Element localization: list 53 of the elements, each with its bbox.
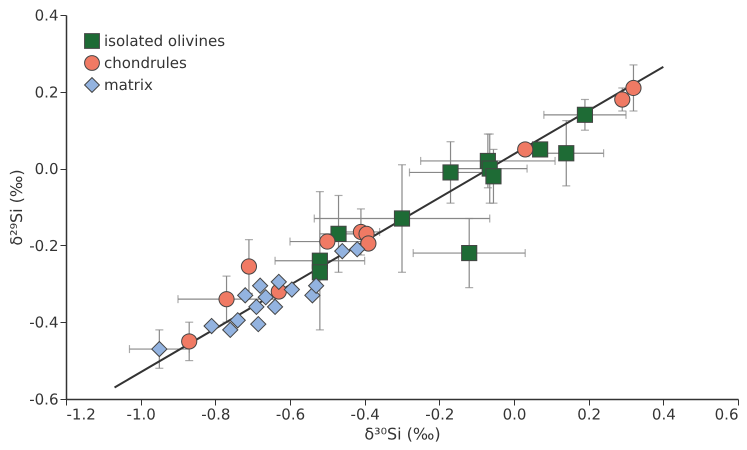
- point: [442, 164, 459, 181]
- point: [222, 322, 238, 338]
- y-tick-label: -0.2: [29, 236, 58, 255]
- point: [151, 340, 168, 358]
- x-tick-label: -0.4: [350, 406, 380, 424]
- point: [394, 210, 410, 227]
- x-tick-label: -1.2: [66, 406, 96, 424]
- point: [532, 141, 548, 158]
- point: [230, 312, 246, 328]
- point: [204, 318, 220, 334]
- point: [252, 278, 268, 294]
- x-axis-title: δ³⁰Si (‰): [364, 424, 441, 444]
- y-tick-label: 0.0: [34, 160, 58, 178]
- x-tick-label: 0.0: [502, 406, 526, 424]
- point: [517, 141, 534, 158]
- point: [330, 226, 347, 242]
- point: [250, 316, 266, 332]
- x-tick-label: -0.2: [425, 406, 454, 424]
- point: [576, 106, 594, 123]
- point: [270, 274, 287, 290]
- x-tick-label: -1.0: [126, 406, 156, 424]
- point: [461, 244, 478, 262]
- y-tick-label: 0.4: [34, 6, 58, 24]
- point: [248, 298, 264, 315]
- point: [181, 333, 198, 350]
- point: [558, 145, 574, 162]
- point: [334, 243, 350, 260]
- x-tick-label: 0.6: [714, 406, 738, 424]
- x-tick-label: 0.2: [577, 406, 602, 424]
- point: [312, 264, 328, 280]
- point: [625, 80, 642, 96]
- legend-label: chondrules: [104, 54, 188, 72]
- point: [360, 235, 376, 252]
- point: [258, 289, 274, 306]
- x-tick-label: 0.4: [652, 406, 676, 424]
- y-tick-label: 0.2: [34, 83, 58, 102]
- point: [284, 281, 300, 298]
- x-tick-label: -0.6: [276, 406, 306, 424]
- point: [319, 233, 336, 250]
- y-tick-label: -0.6: [29, 390, 58, 408]
- point: [266, 298, 284, 315]
- y-tick-label: -0.4: [29, 314, 58, 332]
- point: [614, 91, 630, 108]
- legend-label: matrix: [104, 76, 154, 94]
- point: [237, 287, 254, 304]
- y-axis-title: δ²⁹Si (‰): [7, 169, 26, 246]
- point: [349, 241, 366, 258]
- x-tick-label: -0.8: [201, 406, 230, 424]
- point: [485, 168, 502, 184]
- point: [308, 278, 324, 294]
- legend-label: isolated olivines: [104, 32, 226, 50]
- point: [218, 291, 235, 308]
- point: [240, 258, 258, 275]
